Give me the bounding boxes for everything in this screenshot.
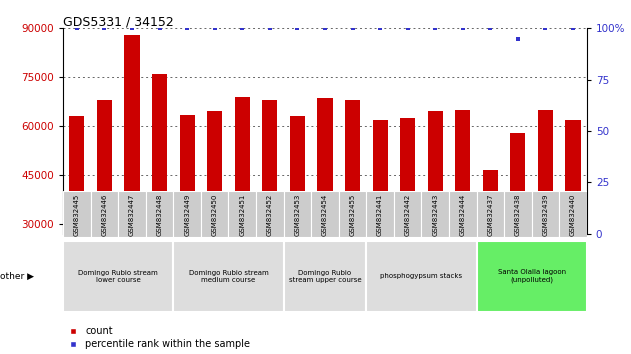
Point [540, 25, 550, 31]
Bar [565, 120, 581, 322]
Bar [476, 191, 504, 237]
Text: GDS5331 / 34152: GDS5331 / 34152 [63, 15, 174, 28]
Text: GSM832455: GSM832455 [350, 193, 355, 236]
Text: GSM832442: GSM832442 [404, 193, 411, 236]
Text: GSM832448: GSM832448 [156, 193, 163, 236]
Bar [124, 35, 139, 322]
Point [513, 36, 523, 41]
Text: GSM832445: GSM832445 [74, 193, 80, 236]
Bar [532, 191, 559, 237]
Text: Domingo Rubio stream
lower course: Domingo Rubio stream lower course [78, 270, 158, 282]
Bar [97, 100, 112, 322]
Bar [394, 191, 422, 237]
Bar [63, 191, 91, 237]
Bar [228, 191, 256, 237]
Bar [339, 191, 367, 237]
Bar [262, 100, 278, 322]
Bar [559, 191, 587, 237]
Bar [455, 110, 470, 322]
Bar [118, 191, 146, 237]
Bar [69, 116, 85, 322]
Bar [483, 170, 498, 322]
Point [182, 25, 192, 31]
Point [348, 25, 358, 31]
Bar [367, 241, 476, 312]
Bar [180, 115, 195, 322]
Text: Domingo Rubio stream
medium course: Domingo Rubio stream medium course [189, 270, 268, 282]
Text: GSM832441: GSM832441 [377, 193, 383, 236]
Text: GSM832454: GSM832454 [322, 193, 328, 236]
Bar [207, 112, 222, 322]
Bar [201, 191, 228, 237]
Text: GSM832443: GSM832443 [432, 193, 438, 236]
Bar [174, 241, 283, 312]
Bar [174, 191, 201, 237]
Bar [345, 100, 360, 322]
Point [72, 25, 82, 31]
Bar [372, 120, 387, 322]
Point [127, 25, 137, 31]
Point [430, 25, 440, 31]
Text: Domingo Rubio
stream upper course: Domingo Rubio stream upper course [288, 270, 362, 282]
Bar [146, 191, 174, 237]
Text: GSM832453: GSM832453 [295, 193, 300, 236]
Point [320, 25, 330, 31]
Point [403, 25, 413, 31]
Text: GSM832450: GSM832450 [212, 193, 218, 236]
Text: GSM832446: GSM832446 [102, 193, 107, 236]
Bar [283, 191, 311, 237]
Bar [91, 191, 118, 237]
Bar [504, 191, 532, 237]
Point [485, 25, 495, 31]
Bar [256, 191, 283, 237]
Bar [152, 74, 167, 322]
Bar [317, 98, 333, 322]
Point [375, 25, 385, 31]
Text: GSM832438: GSM832438 [515, 193, 521, 236]
Bar [538, 110, 553, 322]
Text: GSM832451: GSM832451 [239, 193, 245, 236]
Point [568, 25, 578, 31]
Text: GSM832439: GSM832439 [543, 193, 548, 236]
Bar [428, 112, 443, 322]
Point [457, 25, 468, 31]
Bar [63, 241, 174, 312]
Bar [510, 133, 526, 322]
Text: phosphogypsum stacks: phosphogypsum stacks [380, 273, 463, 279]
Bar [311, 191, 339, 237]
Bar [422, 191, 449, 237]
Point [265, 25, 275, 31]
Bar [400, 118, 415, 322]
Text: GSM832444: GSM832444 [460, 193, 466, 236]
Text: GSM832437: GSM832437 [487, 193, 493, 236]
Text: other ▶: other ▶ [0, 272, 34, 281]
Bar [449, 191, 476, 237]
Text: GSM832447: GSM832447 [129, 193, 135, 236]
Bar [283, 241, 367, 312]
Point [155, 25, 165, 31]
Point [100, 25, 110, 31]
Text: GSM832452: GSM832452 [267, 193, 273, 236]
Point [292, 25, 302, 31]
Legend: count, percentile rank within the sample: count, percentile rank within the sample [68, 326, 251, 349]
Point [237, 25, 247, 31]
Bar [367, 191, 394, 237]
Bar [290, 116, 305, 322]
Text: GSM832449: GSM832449 [184, 193, 190, 236]
Bar [235, 97, 250, 322]
Point [209, 25, 220, 31]
Bar [476, 241, 587, 312]
Text: Santa Olalla lagoon
(unpolluted): Santa Olalla lagoon (unpolluted) [498, 269, 566, 283]
Text: GSM832440: GSM832440 [570, 193, 576, 236]
